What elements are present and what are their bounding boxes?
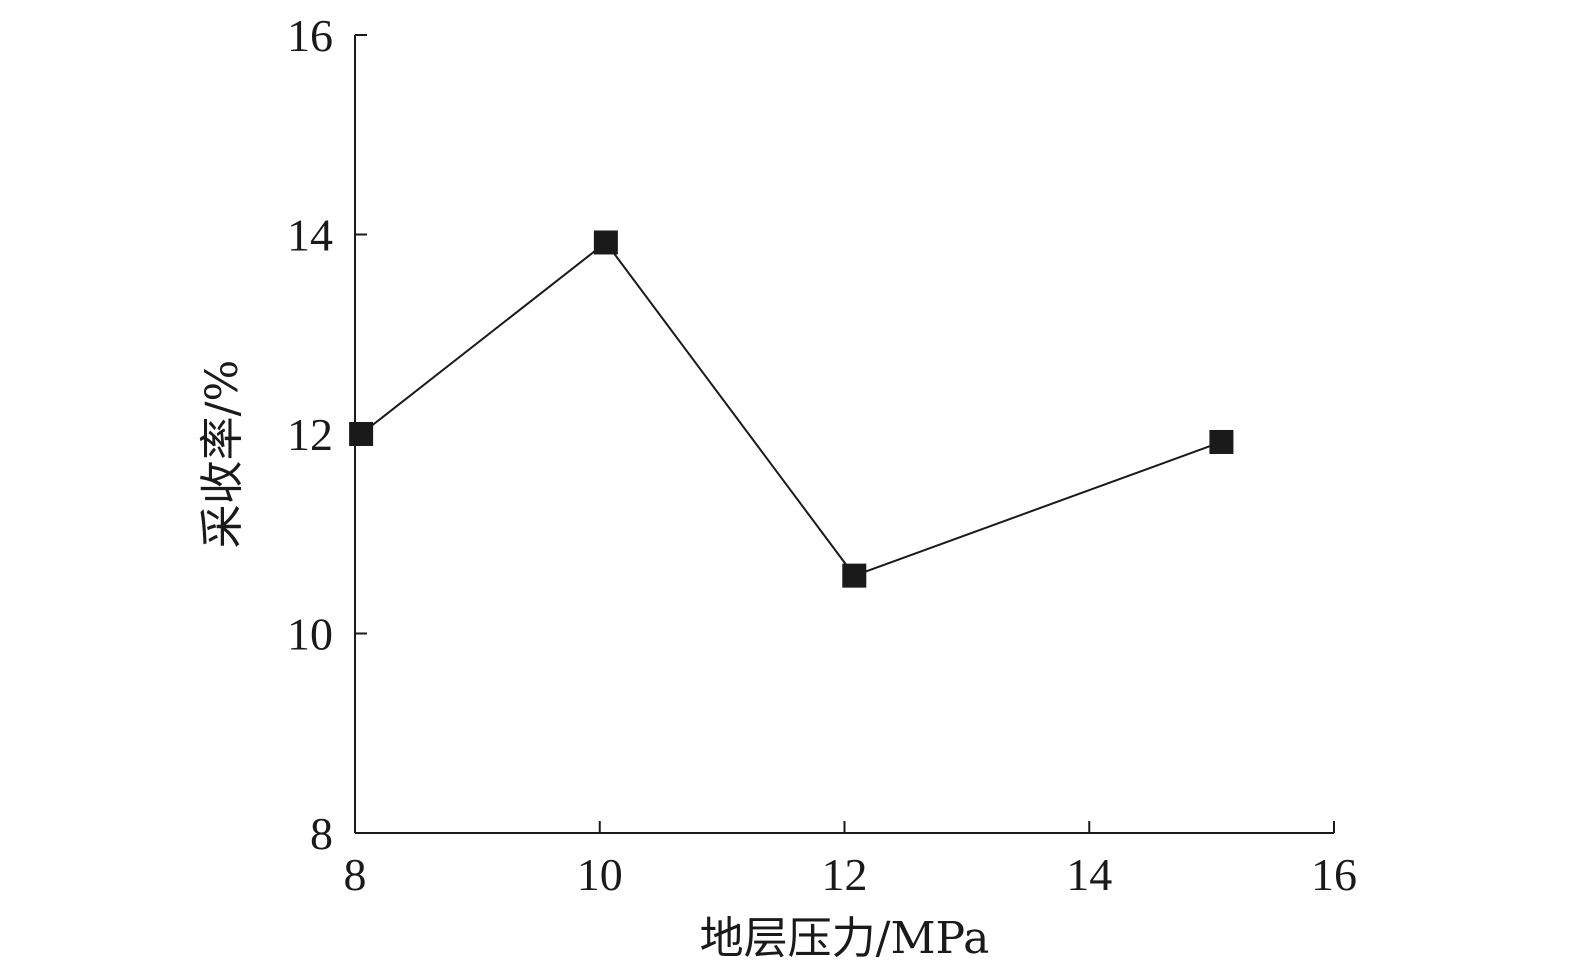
data-point-marker — [593, 230, 618, 255]
axes — [354, 35, 1334, 834]
y-ticks: 8 10 12 14 16 — [287, 10, 367, 859]
x-tick-label: 14 — [1066, 849, 1112, 900]
x-ticks: 8 10 12 14 16 — [344, 821, 1357, 900]
series-line — [360, 241, 1222, 577]
data-point-marker — [1209, 429, 1234, 454]
y-tick-label: 10 — [287, 609, 333, 660]
data-point-marker — [842, 563, 867, 588]
x-tick-label: 12 — [822, 849, 868, 900]
x-axis-title: 地层压力/MPa — [700, 913, 990, 964]
x-tick-label: 16 — [1311, 849, 1357, 900]
series — [349, 230, 1234, 588]
y-axis-title: 采收率/% — [197, 360, 248, 549]
data-point-marker — [349, 422, 374, 446]
x-tick-label: 10 — [577, 849, 623, 900]
y-tick-label: 12 — [287, 409, 333, 460]
y-tick-label: 8 — [310, 808, 333, 859]
x-tick-label: 8 — [344, 849, 367, 900]
y-tick-label: 14 — [287, 210, 333, 261]
y-tick-label: 16 — [287, 10, 333, 61]
